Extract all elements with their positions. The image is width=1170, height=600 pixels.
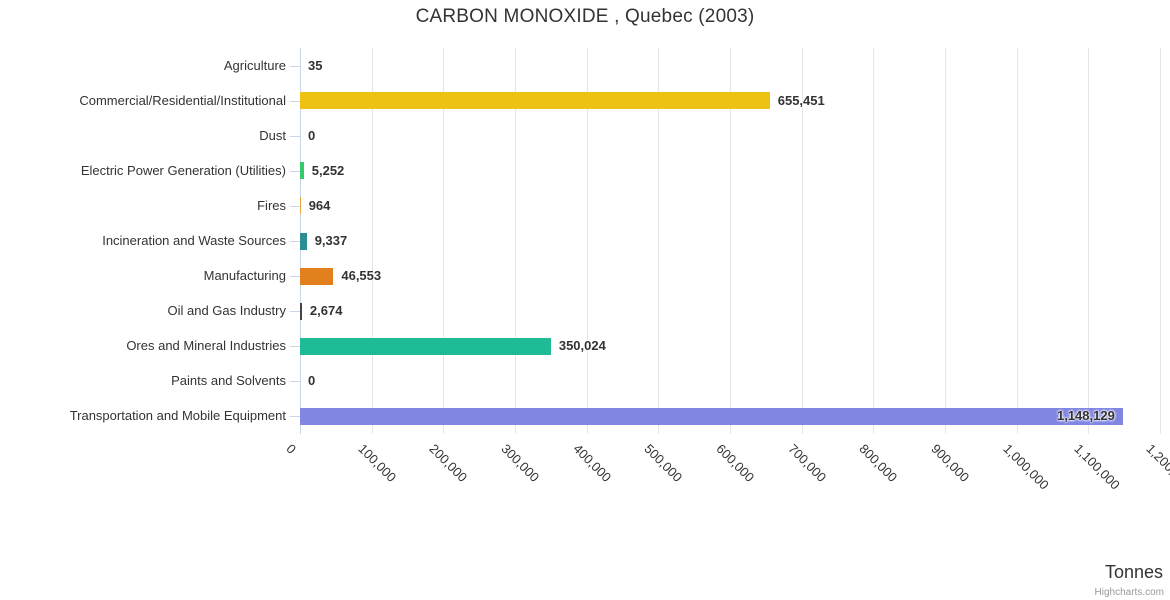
category-label-dust: Dust	[259, 128, 286, 143]
x-axis-tick-label: 500,000	[641, 441, 686, 485]
bar-incineration-and-waste-sources[interactable]	[300, 233, 307, 250]
value-label-incineration-and-waste-sources: 9,337	[314, 233, 348, 248]
category-tick	[290, 206, 300, 207]
value-label-ores-and-mineral-industries: 350,024	[558, 338, 606, 353]
gridline	[1088, 48, 1090, 434]
x-axis-tick-label: 1,100,000	[1071, 441, 1124, 493]
bar-transportation-and-mobile-equipment[interactable]	[300, 408, 1123, 425]
x-axis-tick-label: 800,000	[856, 441, 901, 485]
gridline	[873, 48, 875, 434]
value-label-agriculture: 35	[308, 58, 323, 73]
x-axis-tick-label: 300,000	[498, 441, 543, 485]
category-label-incineration-and-waste-sources: Incineration and Waste Sources	[102, 233, 286, 248]
x-axis-tick-label: 1,000,000	[1000, 441, 1052, 493]
category-label-manufacturing: Manufacturing	[203, 268, 286, 283]
x-axis-tick-label: 900,000	[928, 441, 973, 485]
value-label-oil-and-gas-industry: 2,674	[309, 303, 343, 318]
value-label-fires: 964	[308, 198, 331, 213]
category-label-paints-and-solvents: Paints and Solvents	[171, 373, 286, 388]
value-label-dust: 0	[308, 128, 316, 143]
value-label-electric-power-generation-utilities: 5,252	[311, 163, 345, 178]
category-tick	[290, 276, 300, 277]
x-axis-tick-label: 200,000	[426, 441, 471, 485]
category-label-oil-and-gas-industry: Oil and Gas Industry	[167, 303, 287, 318]
category-tick	[290, 136, 300, 137]
category-tick	[290, 66, 300, 67]
gridline	[1160, 48, 1161, 434]
category-label-fires: Fires	[257, 198, 286, 213]
category-label-commercial-residential-institutional: Commercial/Residential/Institutional	[79, 93, 286, 108]
value-label-manufacturing: 46,553	[341, 268, 382, 283]
x-axis-title: Tonnes	[1104, 562, 1163, 582]
bar-ores-and-mineral-industries[interactable]	[300, 338, 551, 355]
category-tick	[290, 311, 300, 312]
x-axis-tick-label: 1,200,000	[1143, 441, 1170, 493]
gridline	[801, 48, 803, 434]
gridline	[515, 48, 516, 434]
category-label-transportation-and-mobile-equipment: Transportation and Mobile Equipment	[69, 408, 286, 423]
value-label-paints-and-solvents: 0	[308, 373, 316, 388]
bar-manufacturing[interactable]	[300, 268, 334, 285]
bar-electric-power-generation-utilities[interactable]	[300, 162, 304, 179]
gridline	[1016, 48, 1018, 434]
category-tick	[290, 346, 300, 347]
value-label-commercial-residential-institutional: 655,451	[777, 93, 825, 108]
category-tick	[290, 101, 300, 102]
highcharts-credit[interactable]: Highcharts.com	[1094, 587, 1164, 598]
x-axis-tick-label: 0	[283, 441, 300, 457]
x-axis-tick-label: 400,000	[570, 441, 614, 485]
gridline	[945, 48, 946, 434]
x-axis-tick-label: 600,000	[713, 441, 758, 485]
category-tick	[290, 416, 300, 417]
category-tick	[290, 171, 300, 172]
category-label-electric-power-generation-utilities: Electric Power Generation (Utilities)	[80, 163, 286, 178]
gridline	[730, 48, 731, 434]
gridline	[658, 48, 660, 434]
category-label-agriculture: Agriculture	[223, 58, 286, 73]
category-tick	[290, 381, 300, 382]
value-label-transportation-and-mobile-equipment: 1,148,129	[1056, 408, 1115, 423]
bar-fires[interactable]	[300, 197, 301, 214]
chart-title: CARBON MONOXIDE , Quebec (2003)	[415, 6, 755, 27]
gridline	[586, 48, 588, 434]
gridline	[443, 48, 445, 434]
x-axis-tick-label: 700,000	[785, 441, 829, 485]
bar-commercial-residential-institutional[interactable]	[300, 92, 770, 109]
x-axis-tick-label: 100,000	[355, 441, 399, 485]
category-tick	[290, 241, 300, 242]
gridline	[371, 48, 373, 434]
category-label-ores-and-mineral-industries: Ores and Mineral Industries	[126, 338, 286, 353]
bar-oil-and-gas-industry[interactable]	[300, 303, 302, 320]
